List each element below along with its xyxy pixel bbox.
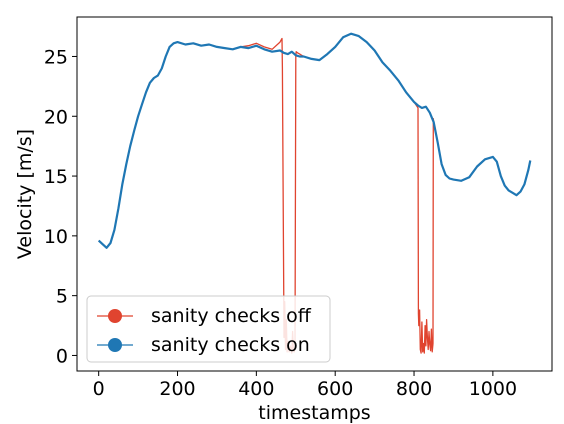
x-tick-label: 0 [93,378,105,400]
x-tick-label: 800 [396,378,432,400]
y-tick-label: 5 [56,286,68,308]
series-layer [97,32,532,354]
y-axis-label: Velocity [m/s] [14,129,36,259]
x-axis-ticks: 0 200 400 600 800 1000 [93,371,517,400]
series-line-sanity-checks-on [97,32,532,249]
x-tick-label: 200 [159,378,195,400]
y-tick-label: 25 [44,46,68,68]
x-axis-label: timestamps [258,402,370,424]
y-tick-label: 0 [56,345,68,367]
legend-label-sanity-checks-on: sanity checks on [151,334,310,356]
legend-box [86,295,331,363]
x-tick-label: 400 [238,378,274,400]
legend-label-sanity-checks-off: sanity checks off [151,305,312,327]
y-axis-ticks: 0 5 10 15 20 25 [44,46,77,367]
x-tick-label: 1000 [469,378,517,400]
legend: sanity checks off sanity checks on [86,295,331,363]
y-tick-label: 15 [44,166,68,188]
legend-marker-sanity-checks-off [108,309,122,323]
y-tick-label: 10 [44,226,68,248]
x-tick-label: 600 [317,378,353,400]
y-tick-label: 20 [44,106,68,128]
plot-frame [76,16,553,372]
legend-marker-sanity-checks-on [108,338,122,352]
